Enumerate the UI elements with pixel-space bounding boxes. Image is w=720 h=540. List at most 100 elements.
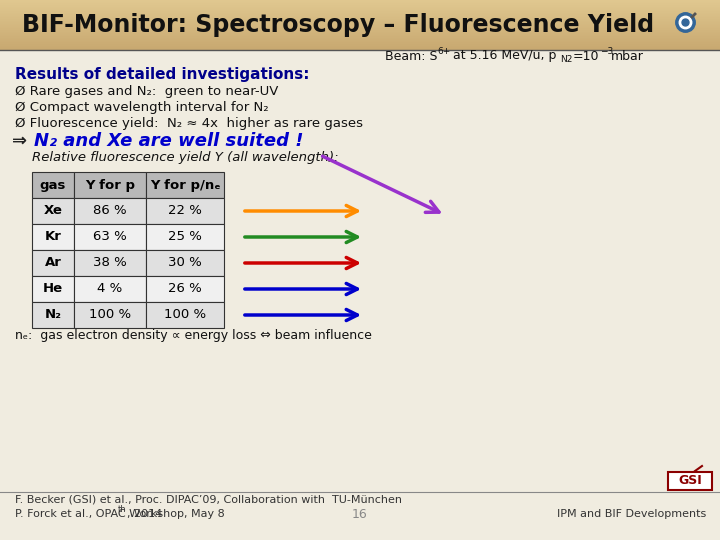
Text: 100 %: 100 % <box>89 308 131 321</box>
Bar <box>0 24 720 25</box>
Bar <box>0 29 720 30</box>
Bar <box>0 2 720 3</box>
Bar <box>0 3 720 4</box>
Bar <box>0 39 720 40</box>
Text: 100 %: 100 % <box>164 308 206 321</box>
Bar <box>32 198 74 224</box>
Bar <box>0 18 720 19</box>
Bar <box>74 172 146 198</box>
Bar <box>0 44 720 45</box>
Text: gas: gas <box>40 179 66 192</box>
Text: , 2014: , 2014 <box>127 509 162 519</box>
Bar <box>0 31 720 32</box>
Text: nₑ:  gas electron density ∝ energy loss ⇔ beam influence: nₑ: gas electron density ∝ energy loss ⇔… <box>15 329 372 342</box>
Bar <box>0 19 720 20</box>
Bar <box>32 172 74 198</box>
Bar <box>0 30 720 31</box>
Bar <box>0 32 720 33</box>
Bar <box>0 26 720 27</box>
Bar <box>0 15 720 16</box>
Bar <box>0 41 720 42</box>
Bar <box>74 224 146 250</box>
Text: Kr: Kr <box>45 231 61 244</box>
Text: N₂: N₂ <box>45 308 61 321</box>
Text: IPM and BIF Developments: IPM and BIF Developments <box>557 509 706 519</box>
Bar <box>0 42 720 43</box>
Bar <box>0 12 720 13</box>
Bar <box>146 198 224 224</box>
Bar <box>0 16 720 17</box>
Bar <box>0 17 720 18</box>
Bar <box>74 198 146 224</box>
Bar <box>0 37 720 38</box>
Bar <box>0 49 720 50</box>
Bar <box>0 28 720 29</box>
Bar <box>0 48 720 49</box>
Bar <box>0 1 720 2</box>
Text: Y for p/nₑ: Y for p/nₑ <box>150 179 220 192</box>
Text: BIF-Monitor: Spectroscopy – Fluorescence Yield: BIF-Monitor: Spectroscopy – Fluorescence… <box>22 13 654 37</box>
Bar <box>0 27 720 28</box>
Bar <box>0 40 720 41</box>
Bar <box>0 9 720 10</box>
Text: 30 %: 30 % <box>168 256 202 269</box>
Bar <box>32 250 74 276</box>
Bar <box>0 13 720 14</box>
Bar <box>0 36 720 37</box>
Text: F. Becker (GSI) et al., Proc. DIPAC’09, Collaboration with  TU-München: F. Becker (GSI) et al., Proc. DIPAC’09, … <box>15 495 402 505</box>
Text: at 5.16 MeV/u, p: at 5.16 MeV/u, p <box>449 50 557 63</box>
Bar <box>0 7 720 8</box>
Text: Results of detailed investigations:: Results of detailed investigations: <box>15 66 310 82</box>
Text: 26 %: 26 % <box>168 282 202 295</box>
Text: −3: −3 <box>600 46 613 56</box>
Bar <box>0 38 720 39</box>
Bar <box>32 302 74 328</box>
Text: GSI: GSI <box>678 474 702 487</box>
Text: 63 %: 63 % <box>93 231 127 244</box>
Bar <box>0 23 720 24</box>
Bar <box>668 472 712 490</box>
Text: Ø Rare gases and N₂:  green to near-UV: Ø Rare gases and N₂: green to near-UV <box>15 84 279 98</box>
Bar <box>32 276 74 302</box>
Text: mbar: mbar <box>611 50 644 63</box>
Bar <box>0 8 720 9</box>
Bar <box>146 250 224 276</box>
Text: 38 %: 38 % <box>93 256 127 269</box>
Text: He: He <box>43 282 63 295</box>
Text: =10: =10 <box>573 50 600 63</box>
Bar <box>0 14 720 15</box>
Text: Xe: Xe <box>44 205 63 218</box>
Bar <box>0 34 720 35</box>
Bar <box>0 11 720 12</box>
Bar <box>0 6 720 7</box>
Bar <box>146 224 224 250</box>
Bar <box>0 20 720 21</box>
Bar <box>0 5 720 6</box>
Bar <box>74 276 146 302</box>
Bar <box>0 33 720 34</box>
Bar <box>0 25 720 26</box>
Bar <box>146 276 224 302</box>
Bar <box>0 35 720 36</box>
Text: ⇒: ⇒ <box>12 132 33 150</box>
Text: Ar: Ar <box>45 256 61 269</box>
Bar <box>0 22 720 23</box>
Bar <box>74 250 146 276</box>
Text: 6+: 6+ <box>437 46 450 56</box>
Bar <box>74 302 146 328</box>
Text: Relative fluorescence yield Y (all wavelength):: Relative fluorescence yield Y (all wavel… <box>32 152 338 165</box>
Text: th: th <box>118 505 127 515</box>
Text: 22 %: 22 % <box>168 205 202 218</box>
Bar <box>0 21 720 22</box>
Bar <box>0 0 720 1</box>
Bar <box>0 45 720 46</box>
Bar <box>0 43 720 44</box>
Bar <box>146 172 224 198</box>
Text: P. Forck et al., OPAC Workshop, May 8: P. Forck et al., OPAC Workshop, May 8 <box>15 509 225 519</box>
Text: N2: N2 <box>560 56 572 64</box>
Bar <box>0 4 720 5</box>
Text: 86 %: 86 % <box>93 205 127 218</box>
Bar <box>32 224 74 250</box>
Text: Y for p: Y for p <box>85 179 135 192</box>
Text: 16: 16 <box>352 508 368 521</box>
